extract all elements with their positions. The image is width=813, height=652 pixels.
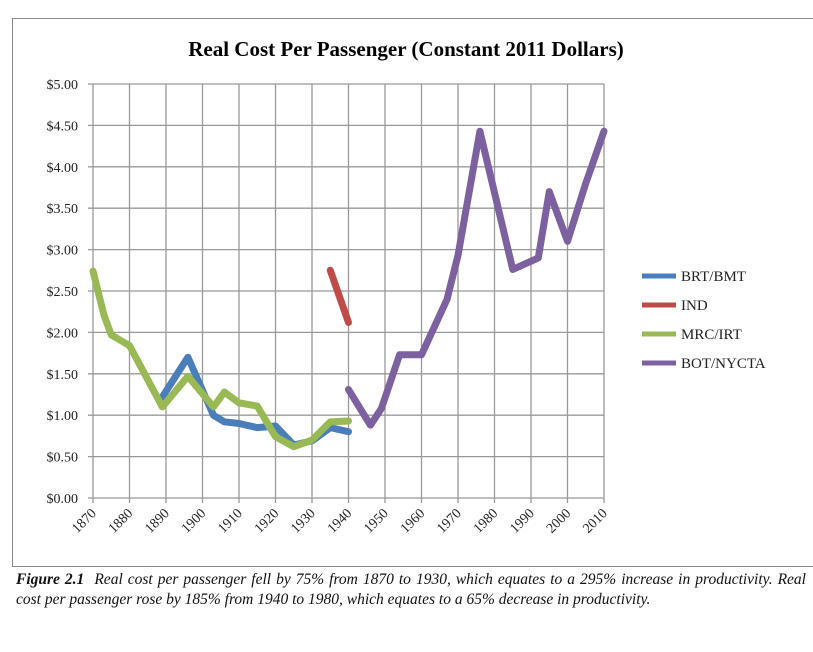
x-tick-label: 1970 [434, 506, 464, 536]
y-tick-label: $1.00 [47, 409, 79, 424]
grid: $0.00 $0.50 $1.00 $1.50 $2.00 $2.50 $3.00 $3.50… [47, 78, 611, 537]
series-line-bot-nycta [345, 127, 608, 429]
series-line-mrc-irt [89, 267, 352, 451]
series-line-ind [326, 266, 352, 326]
y-tick-label: $4.50 [47, 119, 79, 134]
caption-label: Figure 2.1 [16, 571, 85, 588]
x-tick-label: 1910 [215, 506, 245, 536]
series-lines [89, 127, 608, 451]
legend-label: BOT/NYCTA [681, 356, 766, 372]
legend-label: BRT/BMT [681, 269, 746, 285]
x-tick-label: 1900 [179, 506, 209, 536]
x-tick-label: 1990 [507, 506, 537, 536]
caption-text: Real cost per passenger fell by 75% from… [16, 571, 806, 608]
chart-title: Real Cost Per Passenger (Constant 2011 D… [188, 37, 624, 61]
x-tick-label: 1930 [288, 506, 318, 536]
y-tick-label: $3.50 [47, 202, 79, 217]
x-tick-label: 1940 [325, 506, 355, 536]
x-tick-label: 1920 [252, 506, 282, 536]
legend-label: MRC/IRT [681, 327, 742, 343]
x-tick-label: 2000 [544, 506, 574, 536]
x-tick-label: 1890 [142, 506, 172, 536]
y-tick-label: $2.50 [47, 285, 79, 300]
y-tick-label: $3.00 [47, 244, 79, 259]
legend: BRT/BMT IND MRC/IRT BOT/NYCTA [642, 269, 766, 372]
x-tick-label: 1870 [69, 506, 99, 536]
x-tick-label: 1980 [471, 506, 501, 536]
chart-frame [12, 18, 813, 567]
x-tick-label: 1960 [398, 506, 428, 536]
y-tick-label: $4.00 [47, 161, 79, 176]
y-tick-label: $0.50 [47, 451, 79, 466]
x-tick-label: 1950 [361, 506, 391, 536]
y-tick-label: $5.00 [47, 78, 79, 93]
figure-caption: Figure 2.1 Real cost per passenger fell … [16, 570, 806, 610]
y-tick-label: $1.50 [47, 368, 79, 383]
x-tick-label: 2010 [580, 506, 610, 536]
y-tick-label: $0.00 [47, 492, 79, 507]
y-tick-label: $2.00 [47, 326, 79, 341]
line-chart: Real Cost Per Passenger (Constant 2011 D… [47, 37, 766, 537]
legend-label: IND [681, 298, 708, 314]
x-tick-label: 1880 [106, 506, 136, 536]
